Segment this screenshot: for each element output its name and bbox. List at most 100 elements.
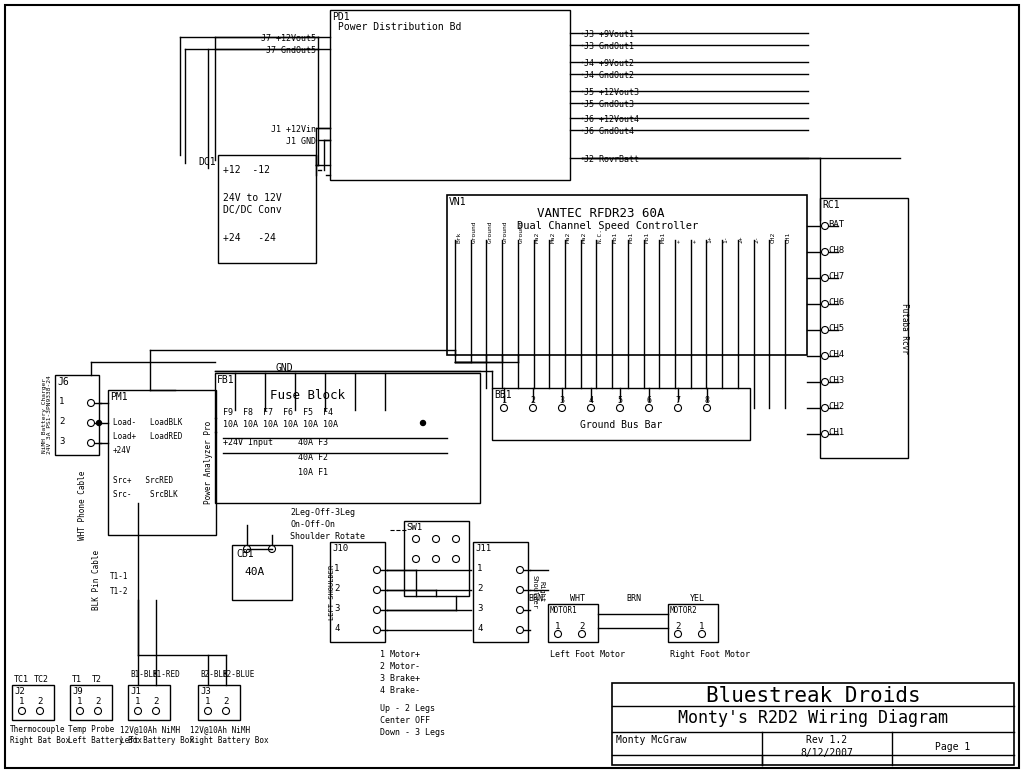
Text: J7 GndOut5: J7 GndOut5 [266,46,316,55]
Circle shape [516,607,523,614]
Text: CH8: CH8 [828,246,844,255]
Text: 10A F1: 10A F1 [223,468,328,477]
Text: Page 1: Page 1 [935,742,971,752]
Text: TC1: TC1 [14,675,29,684]
Text: J2 RovrBatt: J2 RovrBatt [584,155,639,164]
Bar [548,604,598,642]
Text: WHT Phone Cable: WHT Phone Cable [78,470,86,540]
Text: J5 +12Vout3: J5 +12Vout3 [584,88,639,97]
Text: DC/DC Conv: DC/DC Conv [223,205,282,215]
Circle shape [501,404,508,411]
Text: J6: J6 [57,377,69,387]
Text: 2: 2 [580,622,585,631]
Circle shape [516,567,523,574]
Text: CH3: CH3 [828,376,844,385]
Circle shape [821,301,828,308]
Text: T1-2: T1-2 [110,587,128,596]
Bar [128,685,170,720]
Text: 1: 1 [555,622,561,631]
Text: Down - 3 Legs: Down - 3 Legs [380,728,445,737]
Text: Mb1: Mb1 [629,232,634,243]
Text: WHT: WHT [570,594,585,603]
Text: CH6: CH6 [828,298,844,307]
Circle shape [821,326,828,333]
Text: 1: 1 [78,697,83,706]
Circle shape [821,248,828,256]
Text: J2: J2 [14,687,25,696]
Text: 7: 7 [676,396,681,405]
Text: Left Battery Box: Left Battery Box [68,736,142,745]
Text: PD1: PD1 [332,12,349,22]
Text: B1-BLK: B1-BLK [130,670,158,679]
Text: J9: J9 [72,687,83,696]
Text: 3: 3 [559,396,564,405]
Text: PM1: PM1 [110,392,128,402]
Text: 3: 3 [477,604,482,613]
Circle shape [374,567,381,574]
Text: 2: 2 [59,417,65,426]
Text: Futaba Rcvr: Futaba Rcvr [899,302,908,353]
Bar [12,685,54,720]
Text: +: + [692,240,696,243]
Text: Center OFF: Center OFF [380,716,430,725]
Circle shape [87,400,94,407]
Text: 1: 1 [206,697,211,706]
Circle shape [205,707,212,714]
Text: Ground Bus Bar: Ground Bus Bar [580,420,663,430]
Circle shape [374,587,381,594]
Text: Load+   LoadRED: Load+ LoadRED [113,432,182,441]
Bar [612,683,1014,765]
Text: J7 +12Vout5: J7 +12Vout5 [261,34,316,43]
Text: BB1: BB1 [494,390,512,400]
Text: Ground: Ground [472,220,477,243]
Text: J4 GndOut2: J4 GndOut2 [584,71,634,80]
Text: 2: 2 [223,697,228,706]
Circle shape [821,379,828,386]
Text: 1: 1 [59,397,65,406]
Text: 24V to 12V: 24V to 12V [223,193,282,203]
Text: Temp Probe: Temp Probe [68,725,115,734]
Circle shape [821,223,828,230]
Circle shape [94,707,101,714]
Text: CH1: CH1 [828,428,844,437]
Text: RC1: RC1 [822,200,840,210]
Text: Ground: Ground [487,220,493,243]
Bar [198,685,240,720]
Text: CB1: CB1 [236,549,254,559]
Text: Ground: Ground [519,220,524,243]
Text: BRN: BRN [626,594,641,603]
Text: 4: 4 [589,396,594,405]
Text: 2Leg-Off-3Leg: 2Leg-Off-3Leg [290,508,355,517]
Text: +: + [676,240,681,243]
Text: 4: 4 [334,624,339,633]
Text: T1-1: T1-1 [110,572,128,581]
Text: 12V@10Ah NiMH: 12V@10Ah NiMH [120,725,180,734]
Text: 40A F2: 40A F2 [223,453,328,462]
Circle shape [516,626,523,634]
Text: Right
Shoulder: Right Shoulder [531,575,545,609]
Circle shape [675,631,682,638]
Bar [330,542,385,642]
Bar [232,545,292,600]
Text: BRN: BRN [528,594,543,603]
Text: 1+: 1+ [708,236,713,243]
Text: Load-   LoadBLK: Load- LoadBLK [113,418,182,427]
Text: NiMH Battery Charger
24V 3A PS1-3PN9338-24: NiMH Battery Charger 24V 3A PS1-3PN9338-… [42,376,52,455]
Bar [820,198,908,458]
Text: +24V Input     40A F3: +24V Input 40A F3 [223,438,328,447]
Text: J11: J11 [475,544,492,553]
Text: TC2: TC2 [34,675,49,684]
Circle shape [821,404,828,411]
Circle shape [432,556,439,563]
Circle shape [675,404,682,411]
Circle shape [37,707,43,714]
Text: J3 GndOut1: J3 GndOut1 [584,42,634,51]
Text: Right Foot Motor: Right Foot Motor [670,650,750,659]
Text: 5: 5 [617,396,623,405]
Text: 3 Brake+: 3 Brake+ [380,674,420,683]
Circle shape [413,556,420,563]
Circle shape [821,352,828,359]
Text: 1: 1 [135,697,140,706]
Circle shape [96,421,101,425]
Text: 2: 2 [95,697,100,706]
